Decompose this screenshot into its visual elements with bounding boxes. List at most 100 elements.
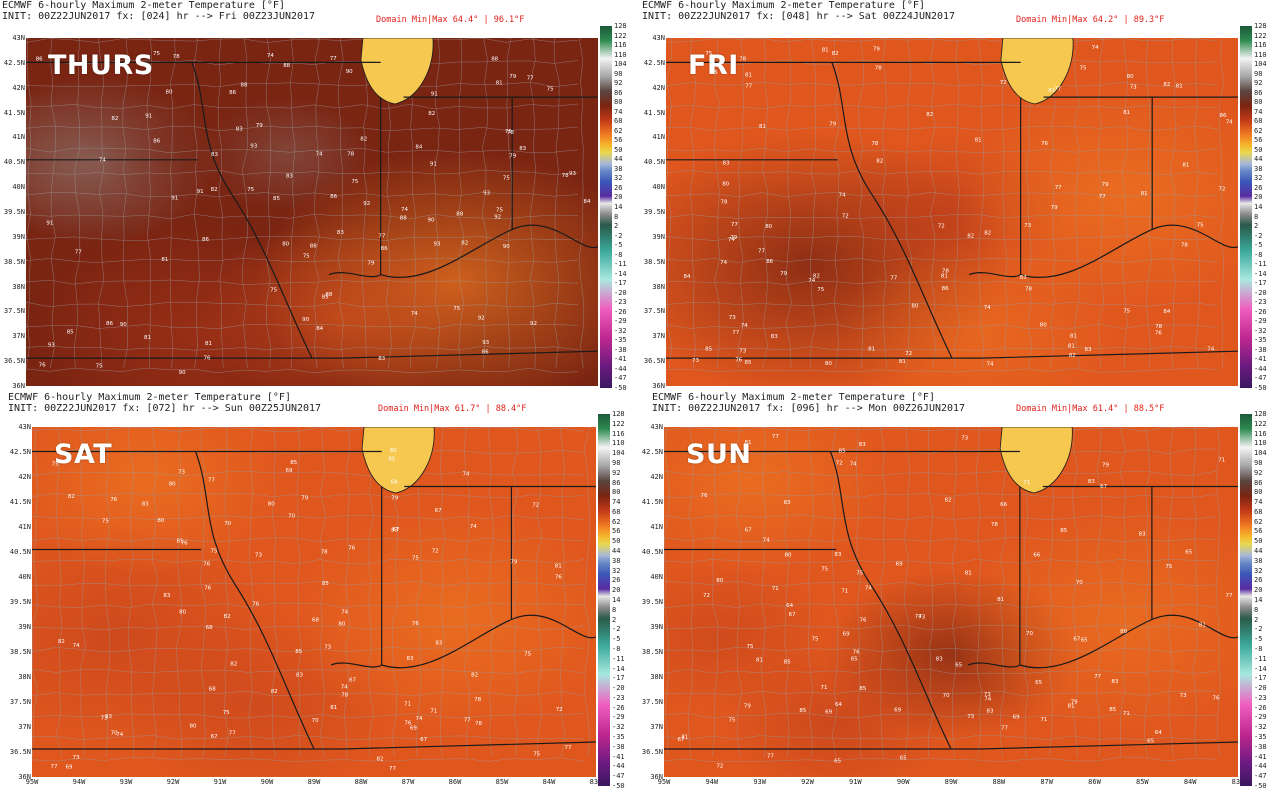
station-temp: 88	[325, 292, 332, 298]
station-temp: 91	[430, 161, 437, 167]
station-temp: 83	[296, 673, 303, 679]
station-temp: 73	[324, 644, 331, 650]
station-temp: 68	[312, 617, 319, 623]
station-temp: 81	[1070, 334, 1077, 340]
temperature-map: 80 69 76 81 78 77 70 77 72 74 77 85 74 78 74 81 76 80 67 80…	[32, 427, 596, 777]
colorbar-tick: 20	[1254, 193, 1263, 202]
station-temp: 77	[51, 764, 58, 770]
colorbar-tick: 50	[1254, 145, 1263, 154]
station-temp: 88	[241, 82, 248, 88]
colorbar-tick: 128	[1254, 410, 1267, 418]
colorbar-tick: -38	[1254, 345, 1267, 354]
station-temp: 65	[900, 756, 907, 762]
station-temp: 88	[491, 56, 498, 62]
station-temp: 91	[197, 189, 204, 195]
station-temp: 91	[171, 196, 178, 202]
lat-label: 38N	[12, 282, 25, 291]
station-temp: 70	[288, 513, 295, 519]
station-temp: 69	[894, 707, 901, 713]
station-temp: 79	[1051, 205, 1058, 211]
station-temp: 82	[1069, 353, 1076, 359]
colorbar-tick: -8	[1254, 250, 1263, 259]
station-temp: 83	[834, 552, 841, 558]
station-temp: 67	[393, 527, 400, 533]
colorbar-tick: 8	[1254, 212, 1259, 221]
station-temp: 82	[271, 689, 278, 695]
station-temp: 75	[303, 254, 310, 260]
colorbar-tick: -29	[1254, 317, 1267, 326]
colorbar-tick: 56	[1254, 136, 1263, 145]
station-temp: 83	[936, 657, 943, 663]
station-temp: 78	[871, 141, 878, 147]
station-temp: 72	[432, 549, 439, 555]
station-temp: 72	[716, 764, 723, 770]
station-temp: 77	[389, 766, 396, 772]
colorbar-tick: 122	[612, 419, 625, 428]
lat-label: 40N	[652, 183, 665, 192]
station-temp: 83	[784, 500, 791, 506]
lat-label: 42.5N	[643, 58, 665, 67]
station-temp: 84	[415, 145, 422, 151]
temperature-field	[664, 560, 837, 714]
station-temp: 76	[1213, 696, 1220, 702]
lon-label: 85W	[1136, 778, 1149, 786]
lat-label: 43N	[18, 423, 31, 431]
station-temp: 82	[926, 112, 933, 118]
lon-label: 84W	[1183, 778, 1197, 786]
colorbar-tick: 110	[612, 439, 625, 448]
station-temp: 74	[839, 192, 846, 198]
station-temp: 83	[391, 528, 398, 534]
colorbar-tick: 110	[1254, 439, 1267, 448]
station-temp: 75	[505, 129, 512, 135]
station-temp: 71	[841, 589, 848, 595]
colorbar-tick: -38	[612, 742, 625, 751]
station-temp: 83	[286, 174, 293, 180]
colorbar-tick: -11	[612, 654, 625, 663]
station-temp: 75	[496, 208, 503, 214]
station-temp: 76	[348, 545, 355, 551]
chart-title: ECMWF 6-hourly Maximum 2-meter Temperatu…	[652, 392, 935, 403]
colorbar-tick: 104	[1254, 449, 1267, 458]
station-temp: 80	[282, 241, 289, 247]
state-borders	[664, 450, 1238, 750]
colorbar-tick: 20	[1254, 586, 1263, 595]
colorbar-tick: -17	[1254, 279, 1267, 288]
colorbar-tick: 92	[612, 468, 621, 477]
station-temp: 75	[1123, 308, 1130, 314]
station-temp: 80	[1040, 322, 1047, 328]
station-temp: 77	[758, 248, 765, 254]
colorbar-tick: 122	[614, 31, 627, 40]
colorbar-tick: -47	[612, 772, 625, 781]
station-temp: 83	[337, 230, 344, 236]
lon-label: 95W	[25, 778, 39, 786]
station-temp: 67	[211, 734, 218, 740]
lat-label: 39N	[12, 232, 25, 241]
lat-label: 39.5N	[641, 598, 663, 606]
station-temp: 75	[817, 287, 824, 293]
colorbar-tick: 80	[1254, 98, 1263, 107]
lat-label: 37N	[652, 332, 665, 341]
colorbar-tick: -5	[612, 635, 621, 644]
station-temp: 70	[943, 693, 950, 699]
station-temp: 75	[1080, 66, 1087, 72]
colorbar-tick: -32	[1254, 723, 1267, 732]
station-temp: 74	[341, 610, 348, 616]
colorbar-tick: 68	[614, 117, 623, 126]
station-temp: 77	[1055, 185, 1062, 191]
lat-label: 42N	[12, 83, 25, 92]
colorbar-tick: 122	[1254, 419, 1267, 428]
station-temp: 81	[1141, 191, 1148, 197]
station-temp: 65	[1035, 680, 1042, 686]
colorbar-tick: 68	[612, 507, 621, 516]
station-temp: 71	[1040, 717, 1047, 723]
lon-label: 90W	[896, 778, 910, 786]
station-temp: 83	[1111, 679, 1118, 685]
station-temp: 76	[412, 621, 419, 627]
colorbar-tick: 26	[1254, 576, 1263, 585]
colorbar-tick: 74	[1254, 498, 1263, 507]
temperature-field	[285, 504, 596, 735]
station-temp: 81	[1199, 623, 1206, 629]
station-temp: 81	[997, 597, 1004, 603]
station-temp: 73	[1024, 223, 1031, 229]
station-temp: 83	[236, 126, 243, 132]
